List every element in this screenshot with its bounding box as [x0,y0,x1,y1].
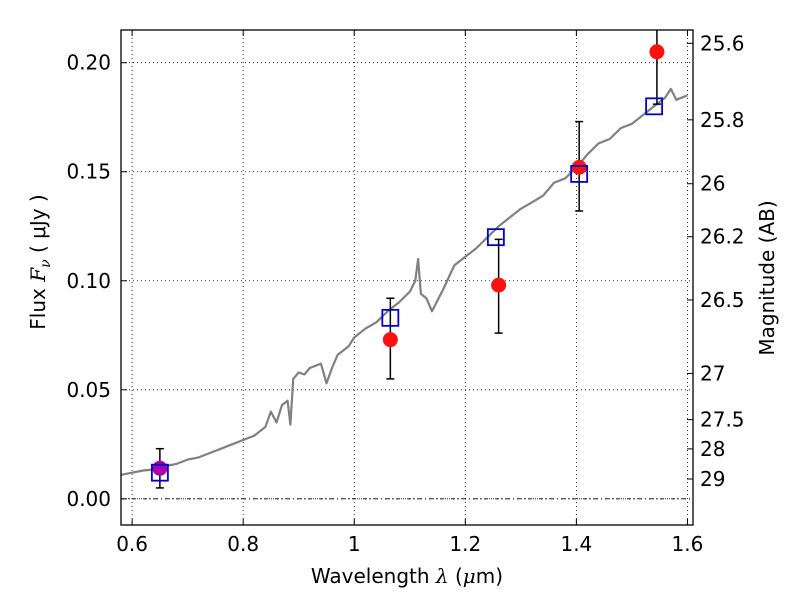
magnitude-tick-label: 26 [700,172,725,196]
y-tick-label: 0.20 [66,51,111,75]
model-flux-square [150,463,169,482]
magnitude-tick-label: 25.6 [700,31,745,55]
model-flux-square [486,228,505,247]
magnitude-tick-label: 28 [700,437,725,461]
x-tick-label: 1.6 [672,532,704,556]
model-flux-square [570,165,589,183]
observed-flux-point [491,277,507,293]
y-tick-label: 0.05 [66,378,111,402]
y-axis-label-symbol: F [26,267,50,283]
plot-frame [120,29,694,526]
magnitude-tick-label: 26.5 [700,288,745,312]
observed-flux-point [649,44,665,60]
x-axis-label: Wavelength λ (μm) [311,564,503,588]
y-tick-label: 0.00 [66,487,111,511]
magnitude-tick-label: 25.8 [700,108,745,132]
magnitude-tick-label: 27.5 [700,408,745,432]
magnitude-tick-label: 26.2 [700,225,745,249]
observed-flux-point [152,460,168,476]
observed-flux-point [382,332,398,348]
plot-marks [120,30,688,489]
x-axis-label-symbol: λ [435,564,449,588]
x-tick-label: 0.6 [116,532,148,556]
observed-flux-point [571,159,587,175]
x-tick-label: 0.8 [227,532,259,556]
magnitude-tick-label: 29 [700,467,725,491]
x-tick-label: 1.4 [560,532,592,556]
y-axis-label-unit: ( μJy ) [26,194,50,253]
y-axis-label-subscript: ν [38,259,54,268]
model-flux-square [381,308,400,327]
x-axis-label-unit-open: ( [449,564,463,588]
magnitude-tick-label: 27 [700,361,725,385]
x-axis-label-unit-rest: m) [476,564,503,588]
x-tick-label: 1 [348,532,361,556]
x-tick-label: 1.2 [449,532,481,556]
y-axis-label: Flux Fν ( μJy ) [26,194,54,329]
y-axis-label-prefix: Flux [26,288,50,330]
model-flux-square [645,97,664,116]
axis-ticks: 0.6 0.8 1 1.2 1.4 1.6 0.00 0.05 0.10 0.15 0.20 25.6… [66,30,745,556]
y-tick-label: 0.10 [66,269,111,293]
y-tick-label: 0.15 [66,160,111,184]
x-axis-label-prefix: Wavelength [311,564,430,588]
y2-axis-label: Magnitude (AB) [755,200,779,355]
x-axis-label-unit-mu: μ [463,564,476,588]
